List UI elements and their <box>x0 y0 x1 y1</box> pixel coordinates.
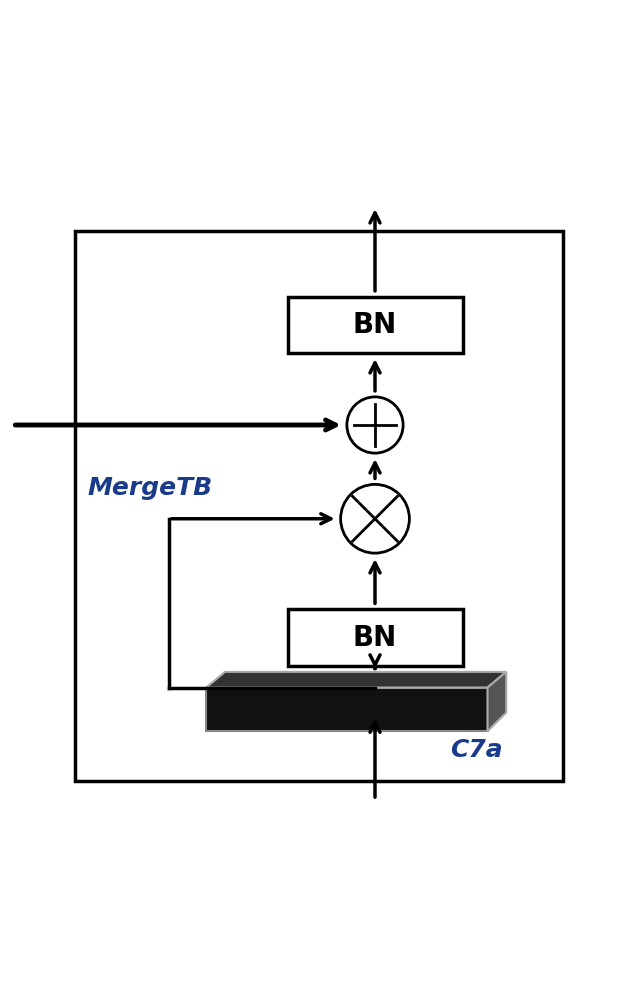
Text: MergeTB: MergeTB <box>88 476 212 499</box>
Text: C7a: C7a <box>450 738 503 762</box>
Polygon shape <box>206 672 506 688</box>
Circle shape <box>347 397 403 453</box>
FancyBboxPatch shape <box>75 231 562 781</box>
Polygon shape <box>488 672 506 731</box>
Text: BN: BN <box>353 624 397 652</box>
Text: BN: BN <box>353 311 397 339</box>
FancyBboxPatch shape <box>288 297 462 353</box>
Polygon shape <box>206 688 488 731</box>
Circle shape <box>341 484 409 553</box>
FancyBboxPatch shape <box>288 609 462 666</box>
